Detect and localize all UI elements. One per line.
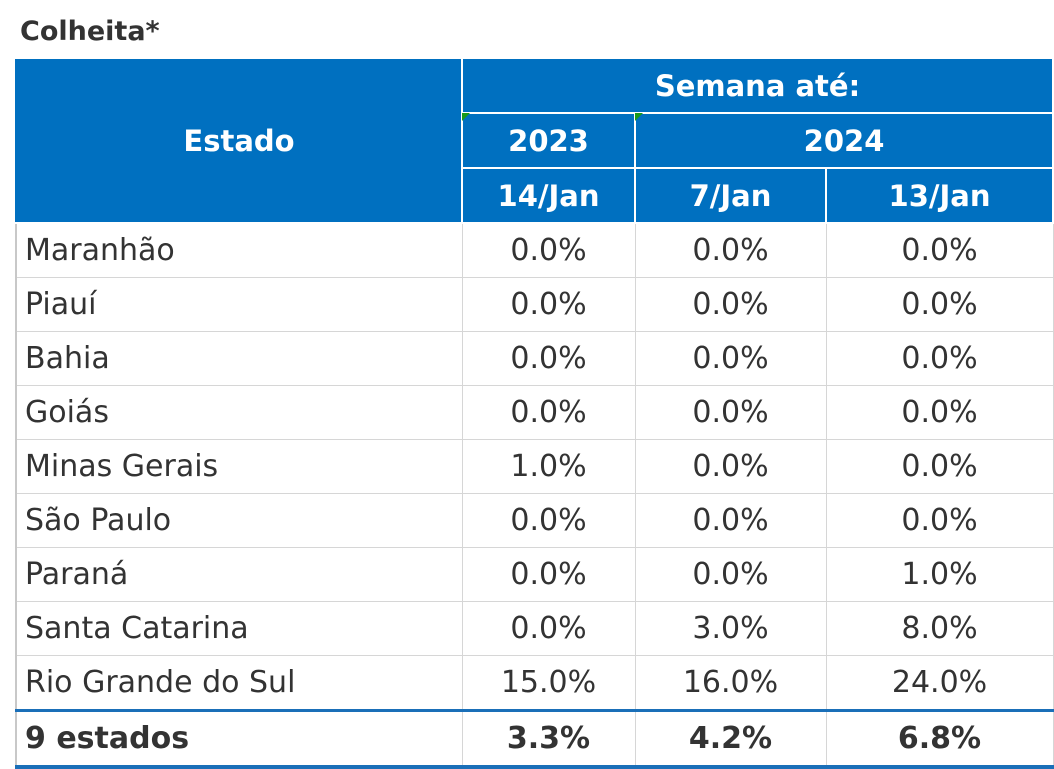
value-cell: 0.0% xyxy=(461,222,636,278)
table-row: Piauí 0.0% 0.0% 0.0% xyxy=(15,277,1054,332)
value-cell: 0.0% xyxy=(634,331,827,386)
table-row: Rio Grande do Sul 15.0% 16.0% 24.0% xyxy=(15,655,1054,712)
value-cell: 0.0% xyxy=(634,385,827,440)
table-row: Bahia 0.0% 0.0% 0.0% xyxy=(15,331,1054,386)
table-row: São Paulo 0.0% 0.0% 0.0% xyxy=(15,493,1054,548)
value-cell: 0.0% xyxy=(461,601,636,656)
value-cell: 0.0% xyxy=(461,493,636,548)
total-value: 6.8% xyxy=(825,709,1054,769)
value-cell: 0.0% xyxy=(634,547,827,602)
comment-marker-icon xyxy=(635,113,643,121)
value-cell: 0.0% xyxy=(461,331,636,386)
total-value: 3.3% xyxy=(461,709,636,769)
header-semana-ate: Semana até: xyxy=(460,57,1054,114)
value-cell: 1.0% xyxy=(461,439,636,494)
value-cell: 0.0% xyxy=(634,222,827,278)
value-cell: 0.0% xyxy=(461,385,636,440)
header-year-2023: 2023 xyxy=(461,112,636,169)
value-cell: 0.0% xyxy=(825,331,1054,386)
value-cell: 0.0% xyxy=(461,547,636,602)
table-row: Goiás 0.0% 0.0% 0.0% xyxy=(15,385,1054,440)
state-name: Bahia xyxy=(15,331,463,386)
comment-marker-icon xyxy=(462,113,470,121)
state-name: Goiás xyxy=(15,385,463,440)
header-date-13-jan: 13/Jan xyxy=(824,167,1054,224)
table-row: Paraná 0.0% 0.0% 1.0% xyxy=(15,547,1054,602)
total-label: 9 estados xyxy=(15,709,463,769)
state-name: Minas Gerais xyxy=(15,439,463,494)
value-cell: 0.0% xyxy=(825,385,1054,440)
value-cell: 15.0% xyxy=(461,655,636,712)
state-name: Paraná xyxy=(15,547,463,602)
header-date-7-jan: 7/Jan xyxy=(634,167,827,224)
table-row: Santa Catarina 0.0% 3.0% 8.0% xyxy=(15,601,1054,656)
value-cell: 0.0% xyxy=(825,277,1054,332)
value-cell: 0.0% xyxy=(634,493,827,548)
total-value: 4.2% xyxy=(634,709,827,769)
state-name: São Paulo xyxy=(15,493,463,548)
value-cell: 0.0% xyxy=(825,439,1054,494)
table-row: Maranhão 0.0% 0.0% 0.0% xyxy=(15,222,1054,278)
header-date-14-jan: 14/Jan xyxy=(461,167,636,224)
total-row: 9 estados 3.3% 4.2% 6.8% xyxy=(15,709,1054,769)
header-year-2024: 2024 xyxy=(633,112,1054,169)
value-cell: 16.0% xyxy=(634,655,827,712)
value-cell: 24.0% xyxy=(825,655,1054,712)
value-cell: 3.0% xyxy=(634,601,827,656)
state-name: Maranhão xyxy=(15,222,463,278)
table-title: Colheita* xyxy=(20,16,160,47)
colheita-table: Estado Semana até: 2023 2024 14/Jan 7/Ja… xyxy=(15,57,1054,769)
value-cell: 0.0% xyxy=(634,439,827,494)
value-cell: 1.0% xyxy=(825,547,1054,602)
value-cell: 0.0% xyxy=(825,493,1054,548)
value-cell: 0.0% xyxy=(634,277,827,332)
header-estado: Estado xyxy=(15,57,463,224)
state-name: Santa Catarina xyxy=(15,601,463,656)
table-row: Minas Gerais 1.0% 0.0% 0.0% xyxy=(15,439,1054,494)
value-cell: 8.0% xyxy=(825,601,1054,656)
state-name: Piauí xyxy=(15,277,463,332)
value-cell: 0.0% xyxy=(825,222,1054,278)
value-cell: 0.0% xyxy=(461,277,636,332)
state-name: Rio Grande do Sul xyxy=(15,655,463,712)
